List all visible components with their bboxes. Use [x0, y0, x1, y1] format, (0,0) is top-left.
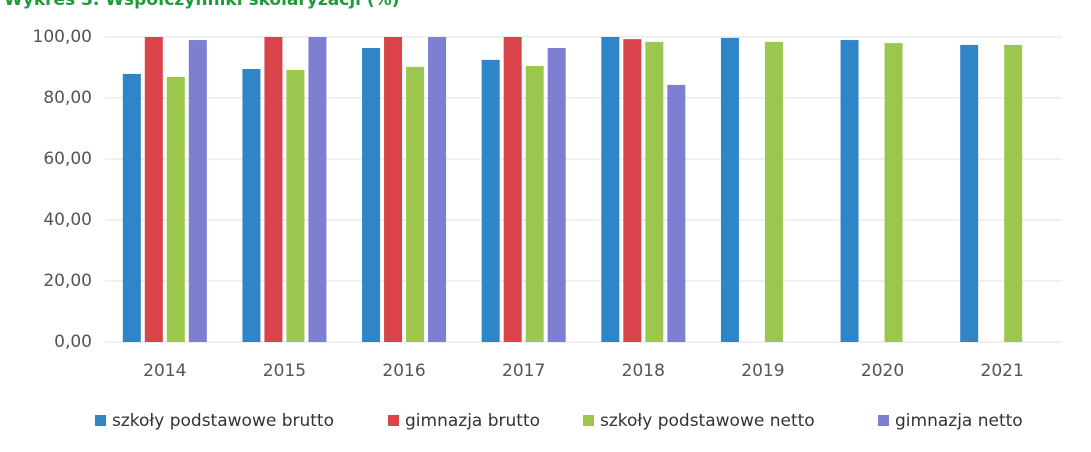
bar: [286, 69, 305, 342]
chart-title: Wykres 3. Współczynniki skolaryzacji (%): [4, 0, 399, 10]
y-tick-label: 0,00: [54, 332, 92, 352]
bar: [308, 37, 327, 342]
bar: [1004, 44, 1023, 343]
legend-swatch: [388, 415, 399, 426]
bar: [384, 37, 403, 342]
bar: [764, 41, 783, 342]
x-tick-label: 2016: [382, 361, 425, 381]
bar: [428, 37, 447, 342]
legend-swatch: [583, 415, 594, 426]
bar: [481, 59, 500, 342]
bar: [525, 65, 544, 342]
bar: [601, 37, 620, 342]
x-tick-label: 2014: [143, 361, 186, 381]
bar: [166, 76, 185, 342]
legend-swatch: [878, 415, 889, 426]
bar: [623, 39, 642, 342]
y-tick-label: 40,00: [43, 210, 92, 230]
bar: [960, 44, 979, 343]
bar: [264, 37, 283, 342]
legend-label: gimnazja brutto: [405, 411, 540, 431]
bar: [720, 37, 739, 342]
y-tick-label: 100,00: [33, 27, 92, 47]
y-tick-label: 60,00: [43, 149, 92, 169]
bar: [840, 40, 859, 343]
bar: [547, 47, 566, 342]
legend-label: szkoły podstawowe netto: [600, 411, 815, 431]
legend-label: gimnazja netto: [895, 411, 1023, 431]
bar: [362, 47, 381, 342]
bar: [645, 41, 664, 342]
x-tick-label: 2019: [741, 361, 784, 381]
bar: [406, 66, 425, 342]
bar: [242, 69, 261, 343]
x-tick-label: 2018: [622, 361, 665, 381]
x-tick-label: 2017: [502, 361, 545, 381]
y-tick-label: 80,00: [43, 88, 92, 108]
x-tick-label: 2020: [861, 361, 904, 381]
legend-label: szkoły podstawowe brutto: [112, 411, 334, 431]
legend-swatch: [95, 415, 106, 426]
x-tick-label: 2015: [263, 361, 306, 381]
bar: [503, 37, 522, 342]
x-tick-label: 2021: [981, 361, 1024, 381]
bar: [884, 43, 903, 342]
y-tick-label: 20,00: [43, 271, 92, 291]
bar: [122, 73, 141, 342]
bar: [667, 84, 686, 342]
bar: [144, 37, 163, 342]
bar: [188, 40, 207, 343]
